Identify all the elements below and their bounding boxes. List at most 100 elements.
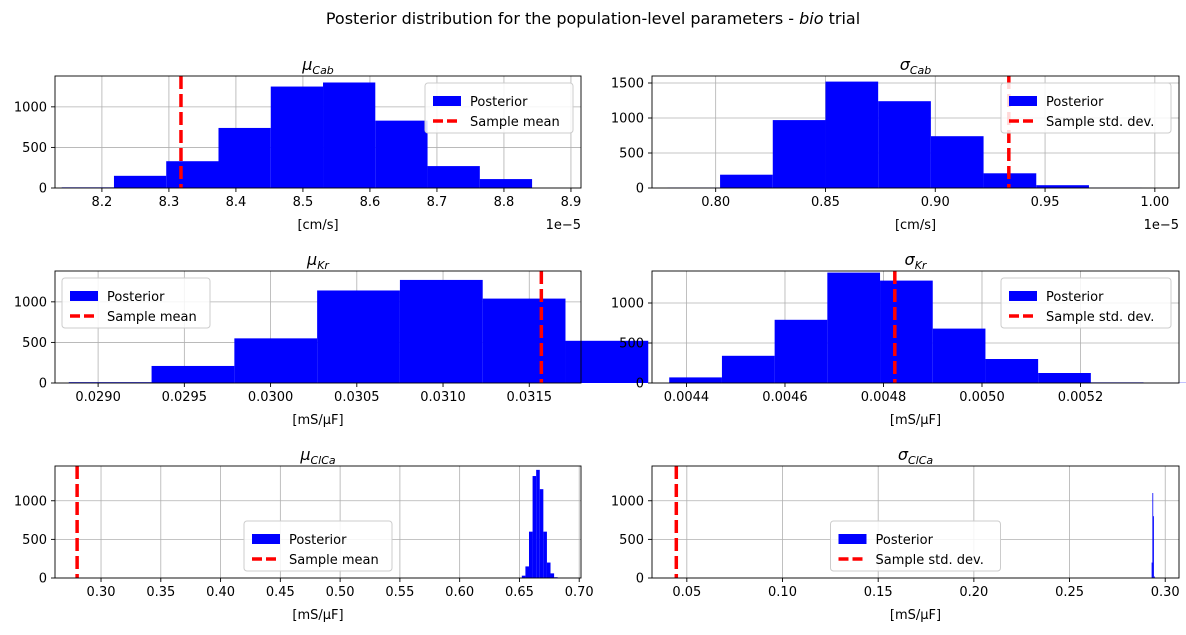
x-tick-label: 8.9 [561, 195, 582, 210]
y-tick-label: 0 [39, 182, 47, 197]
histogram-bar [983, 173, 1037, 188]
legend-swatch-posterior [1009, 96, 1037, 106]
legend-label-posterior: Posterior [289, 533, 347, 548]
y-tick-label: 1000 [14, 494, 47, 509]
y-tick-label: 0 [39, 377, 47, 392]
subplot-title-subscript: Cab [312, 64, 333, 77]
histogram-bar [565, 340, 649, 383]
histogram-bar [774, 319, 828, 383]
legend-label-posterior: Posterior [1046, 290, 1104, 305]
histogram-bar [399, 279, 483, 383]
legend-label-posterior: Posterior [107, 290, 165, 305]
histogram-bar [166, 161, 219, 188]
legend-box [830, 520, 1001, 572]
subplot-3: 0.0290 0.0295 0.0300 0.0305 0.0310 0.0315 0 500… [14, 250, 649, 428]
x-tick-label: 0.0290 [75, 390, 121, 405]
legend-box [1000, 277, 1172, 329]
histogram-bar [270, 86, 324, 188]
x-tick-label: 8.4 [226, 195, 247, 210]
x-axis-label: [mS/μF] [890, 608, 941, 623]
histogram-bar [985, 359, 1039, 383]
histogram-bar [525, 566, 529, 578]
legend-swatch-posterior [70, 291, 98, 301]
x-tick-label: 0.0305 [334, 390, 380, 405]
subplot-title: μCab [301, 55, 334, 77]
legend-label-reference: Sample mean [107, 310, 197, 325]
histogram-bar [543, 531, 547, 578]
histogram-bar [482, 298, 566, 383]
figure-title-suffix: trial [823, 9, 861, 28]
axes-frame [651, 270, 1180, 384]
subplot-title-symbol: μ [306, 250, 317, 269]
axes-frame [54, 75, 582, 189]
histogram-bar [1153, 516, 1154, 578]
legend-swatch-posterior [433, 96, 461, 106]
legend-label-posterior: Posterior [876, 533, 934, 548]
subplot-title: μKr [306, 250, 330, 272]
legend: Posterior Sample std. dev. [1000, 82, 1172, 134]
legend-swatch-posterior [838, 534, 867, 544]
histogram-bar [825, 81, 879, 188]
legend-label-reference: Sample std. dev. [876, 553, 984, 568]
subplot-2: 0.80 0.85 0.90 0.95 1.00 0 500 1000 1500 σCab [cm/… [611, 55, 1180, 233]
y-tick-label: 500 [22, 336, 47, 351]
histogram-bar [930, 136, 984, 188]
y-tick-label: 500 [22, 533, 47, 548]
x-tick-label: 8.7 [427, 195, 448, 210]
subplot-title: σKr [905, 250, 928, 272]
legend: Posterior Sample mean [424, 82, 574, 134]
axes-frame [651, 465, 1180, 579]
legend-swatch-posterior [1009, 291, 1037, 301]
x-tick-label: 0.0046 [762, 390, 808, 405]
x-tick-label: 0.0315 [507, 390, 553, 405]
axes-frame [54, 270, 582, 384]
y-tick-label: 500 [22, 141, 47, 156]
histogram-bar [1151, 562, 1153, 578]
legend: Posterior Sample mean [61, 277, 211, 329]
x-offset-text: 1e−5 [1144, 218, 1179, 233]
subplot-title: σClCa [898, 445, 934, 467]
axes-frame [651, 75, 1180, 189]
y-tick-label: 1000 [611, 297, 644, 312]
figure-title-italic: bio [799, 9, 824, 28]
histogram-bar [532, 476, 537, 578]
y-tick-label: 500 [619, 533, 644, 548]
x-tick-label: 0.30 [87, 585, 116, 600]
figure-title-text: Posterior distribution for the populatio… [325, 9, 800, 28]
legend-box [424, 82, 574, 134]
subplot-6: 0.05 0.10 0.15 0.20 0.25 0.30 0 500 1000 σClCa [mS… [611, 445, 1180, 623]
x-tick-label: 0.0052 [1058, 390, 1104, 405]
histogram-bar [880, 280, 933, 383]
x-tick-label: 0.0048 [861, 390, 907, 405]
x-tick-label: 8.6 [360, 195, 381, 210]
x-tick-label: 0.45 [266, 585, 295, 600]
x-tick-label: 0.50 [326, 585, 355, 600]
x-tick-label: 0.30 [1151, 585, 1180, 600]
x-tick-label: 0.35 [146, 585, 175, 600]
legend-label-posterior: Posterior [470, 95, 528, 110]
legend: Posterior Sample std. dev. [1000, 277, 1172, 329]
histogram-bar [932, 328, 986, 383]
y-tick-label: 500 [619, 147, 644, 162]
subplot-title: σCab [900, 55, 932, 77]
legend-box [61, 277, 211, 329]
x-tick-label: 0.15 [864, 585, 893, 600]
legend-label-reference: Sample mean [470, 115, 560, 130]
x-tick-label: 0.0295 [162, 390, 208, 405]
x-tick-label: 0.40 [206, 585, 235, 600]
x-tick-label: 1.00 [1140, 195, 1169, 210]
histogram-bar [218, 127, 271, 188]
subplot-4: 0.0044 0.0046 0.0048 0.0050 0.0052 0 500 1000 σK… [611, 250, 1186, 428]
subplot-title: μClCa [299, 445, 336, 467]
histogram-bar [317, 290, 400, 383]
x-tick-label: 0.05 [672, 585, 701, 600]
x-tick-label: 0.80 [701, 195, 730, 210]
x-axis-label: [mS/μF] [292, 413, 343, 428]
x-tick-label: 8.2 [92, 195, 113, 210]
histogram-bar [323, 82, 376, 188]
legend: Posterior Sample mean [243, 520, 393, 572]
histogram-bar [234, 338, 318, 383]
x-axis-label: [mS/μF] [890, 413, 941, 428]
histogram-bar [1152, 493, 1154, 578]
histogram-bar [375, 120, 428, 188]
